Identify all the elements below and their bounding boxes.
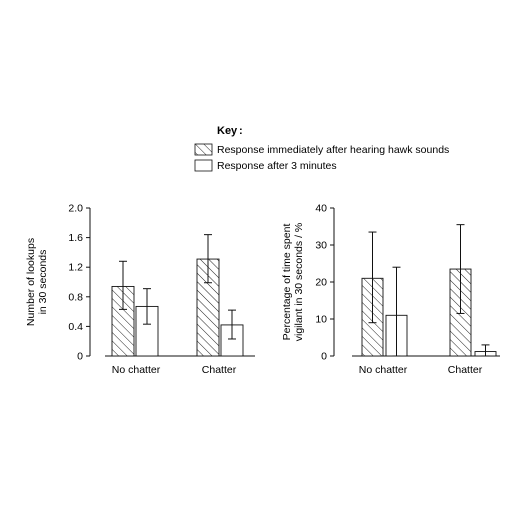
legend-swatch-hatched bbox=[194, 143, 213, 156]
y-tick-label: 1.2 bbox=[68, 262, 83, 274]
chart-vigilance: 0 10 20 30 40 Percentage of time spent vigilan… bbox=[281, 203, 500, 376]
legend-label-immediate: Response immediately after hearing hawk … bbox=[217, 144, 449, 156]
chart-lookups: 0 0.4 0.8 1.2 1.6 2.0 Number of lookups in 30 s… bbox=[25, 203, 255, 376]
y-tick-label: 20 bbox=[315, 277, 327, 289]
y-tick-label: 30 bbox=[315, 240, 327, 252]
category-label: Chatter bbox=[202, 364, 237, 376]
legend-swatch-open bbox=[194, 159, 213, 172]
y-tick-label: 0 bbox=[77, 351, 83, 363]
y-tick-label: 40 bbox=[315, 203, 327, 215]
y-tick-label: 0 bbox=[321, 351, 327, 363]
y-tick-label: 1.6 bbox=[68, 232, 83, 244]
y-axis-label: Number of lookups bbox=[25, 238, 37, 326]
legend: Key : Response immediately after hearing… bbox=[194, 125, 449, 172]
y-axis-label: Percentage of time spent bbox=[281, 224, 293, 341]
category-label: No chatter bbox=[359, 364, 408, 376]
y-tick-label: 0.8 bbox=[68, 291, 83, 303]
category-label: Chatter bbox=[448, 364, 483, 376]
y-tick-label: 10 bbox=[315, 314, 327, 326]
y-tick-label: 0.4 bbox=[68, 321, 83, 333]
y-axis-label: vigilant in 30 seconds / % bbox=[293, 223, 305, 341]
legend-title: Key bbox=[217, 125, 238, 137]
legend-title-colon: : bbox=[239, 125, 243, 137]
y-axis-label: in 30 seconds bbox=[37, 250, 49, 315]
legend-label-after: Response after 3 minutes bbox=[217, 160, 337, 172]
y-tick-label: 2.0 bbox=[68, 203, 83, 215]
category-label: No chatter bbox=[112, 364, 161, 376]
